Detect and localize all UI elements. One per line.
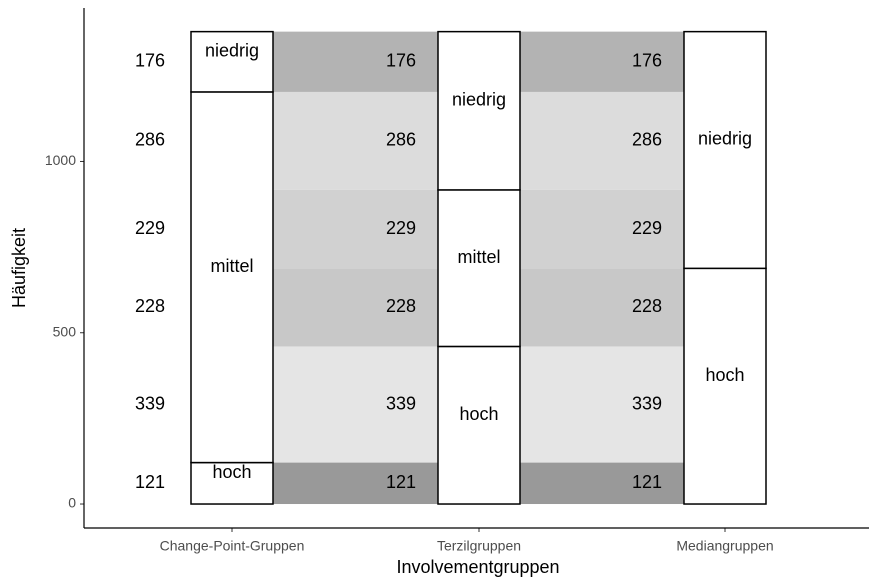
flow-label: 229 xyxy=(386,218,416,238)
stratum-label: hoch xyxy=(705,365,744,385)
x-tick-label: Change-Point-Gruppen xyxy=(160,538,305,554)
y-tick-label: 500 xyxy=(53,323,77,339)
stratum xyxy=(437,345,521,505)
count-label: 176 xyxy=(135,51,165,71)
count-label: 228 xyxy=(135,296,165,316)
flow xyxy=(273,91,438,190)
flow-label: 339 xyxy=(386,393,416,413)
flow xyxy=(273,189,438,269)
stratum-label: mittel xyxy=(210,256,253,276)
y-tick-label: 1000 xyxy=(45,152,76,168)
flow xyxy=(273,31,438,92)
flow xyxy=(520,268,684,347)
flow-label: 176 xyxy=(386,51,416,71)
flow-label: 286 xyxy=(386,130,416,150)
y-axis-title: Häufigkeit xyxy=(9,228,29,308)
count-label: 339 xyxy=(135,393,165,413)
flow-label: 176 xyxy=(632,51,662,71)
stratum-label: niedrig xyxy=(452,90,506,110)
stratum-label: niedrig xyxy=(698,129,752,149)
stratum xyxy=(683,30,767,270)
stratum-label: mittel xyxy=(457,247,500,267)
count-label: 229 xyxy=(135,218,165,238)
flow-label: 228 xyxy=(386,296,416,316)
flow-label: 228 xyxy=(632,296,662,316)
flow-label: 339 xyxy=(632,393,662,413)
stratum xyxy=(683,267,767,505)
flow xyxy=(273,268,438,347)
flow xyxy=(520,31,684,92)
flow-label: 229 xyxy=(632,218,662,238)
stratum xyxy=(190,91,274,464)
stratum xyxy=(437,189,521,348)
stratum xyxy=(190,30,274,93)
flow-label: 286 xyxy=(632,130,662,150)
flow xyxy=(273,462,438,505)
stratum xyxy=(437,30,521,191)
x-tick-label: Terzilgruppen xyxy=(437,538,521,554)
flow xyxy=(520,91,684,190)
x-axis-title: Involvementgruppen xyxy=(396,557,559,577)
flow xyxy=(520,189,684,269)
x-tick-label: Mediangruppen xyxy=(676,538,773,554)
flow-label: 121 xyxy=(632,472,662,492)
stratum-label: hoch xyxy=(212,462,251,482)
y-tick-label: 0 xyxy=(68,495,76,511)
flow-label: 121 xyxy=(386,472,416,492)
stratum-label: hoch xyxy=(459,404,498,424)
count-label: 121 xyxy=(135,472,165,492)
flow xyxy=(520,462,684,505)
stratum xyxy=(190,461,274,505)
stratum-label: niedrig xyxy=(205,41,259,61)
flow xyxy=(520,346,684,463)
flow xyxy=(273,346,438,463)
count-label: 286 xyxy=(135,130,165,150)
